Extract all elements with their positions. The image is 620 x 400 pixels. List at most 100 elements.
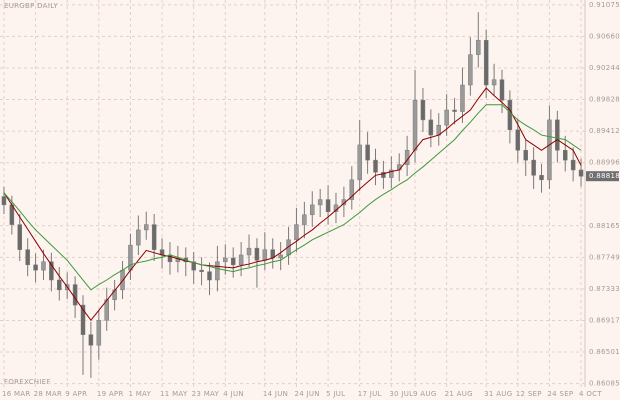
candle-body [531,159,536,176]
x-tick-label: 12 SEP [516,390,542,398]
candle-body [476,39,481,55]
y-tick-label: 0.87749 [589,253,620,261]
candle-body [17,224,23,250]
x-tick-label: 24 JUN [294,390,319,398]
x-tick-label: 1 MAY [128,390,151,398]
y-tick-label: 0.91075 [589,1,620,9]
candle-body [230,257,236,266]
candle-body [373,159,378,173]
candle-body [88,334,94,346]
candle-body [444,109,449,126]
x-tick-label: 16 MAR [2,390,31,398]
y-tick-label: 0.86917 [589,316,620,324]
candle-body [57,279,62,291]
candle-body [254,247,260,261]
candle-body [483,39,489,86]
candle-body [238,254,244,266]
moving-average-line [3,104,582,291]
candle-body [175,257,181,263]
candle-body [389,169,394,178]
x-tick-label: 9 APR [65,390,87,398]
candle-body [96,319,102,346]
candle-body [460,84,465,112]
y-tick-label: 0.90244 [589,64,620,72]
candle-body [1,196,7,206]
candle-body [570,159,576,171]
candle-body [555,119,560,151]
x-tick-label: 19 APR [97,390,124,398]
y-tick-label: 0.88165 [589,222,620,230]
candle-body [136,229,141,246]
candle-body [523,149,528,161]
candle-body [246,247,252,256]
candle-body [578,169,584,177]
candle-body [72,284,78,306]
x-tick-label: 5 JUL [326,390,345,398]
candle-body [262,249,268,261]
candle-body [33,264,38,271]
y-tick-label: 0.89828 [589,96,620,104]
candle-body [25,249,30,266]
x-tick-label: 31 AUG [484,390,512,398]
candle-body [515,129,521,151]
last-price-label: 0.88818 [589,172,620,180]
candle-body [278,254,283,259]
candle-body [294,224,299,241]
candle-body [357,144,362,181]
candle-body [562,149,568,161]
candle-body [420,99,426,121]
y-tick-label: 0.88996 [589,159,620,167]
candle-body [128,244,133,271]
x-tick-label: 9 AUG [413,390,437,398]
candle-body [199,269,204,272]
candle-body [381,172,386,178]
candle-body [191,261,196,271]
candle-body [547,119,552,181]
candle-body [507,99,513,131]
candle-body [539,175,544,181]
x-tick-label: 11 MAY [160,390,188,398]
y-tick-label: 0.86501 [589,348,620,356]
candle-body [151,224,157,250]
candle-body [428,119,434,136]
plot [1,12,584,378]
x-tick-label: 21 AUG [445,390,473,398]
x-tick-label: 14 JUN [263,390,288,398]
x-tick-label: 4 JUN [223,390,244,398]
y-tick-label: 0.89412 [589,127,620,135]
x-tick-label: 28 MAR [34,390,63,398]
candle-body [223,257,228,263]
x-tick-label: 24 SEP [547,390,573,398]
x-tick-label: 30 JUL [389,390,413,398]
candle-body [491,79,497,86]
watermark: FOREXCHIEF [4,378,51,386]
moving-average-line [3,87,582,322]
candle-body [412,99,418,151]
candle-body [317,199,323,206]
candle-body [144,224,149,231]
candle-body [207,271,212,281]
x-tick-label: 23 MAY [192,390,220,398]
candle-body [468,54,473,86]
chart-title: EURGBP DAILY [4,2,58,10]
last-price-box [586,171,619,182]
candle-body [49,261,54,281]
candle-body [499,79,505,101]
x-tick-label: 4 OCT [579,390,602,398]
x-tick-label: 17 JUL [358,390,382,398]
candle-body [215,261,220,281]
candle-body [41,261,46,271]
candle-body [310,204,315,215]
candle-body [80,304,86,335]
candle-body [349,179,355,200]
candle-body [452,109,457,112]
candle-body [365,144,370,161]
y-tick-label: 0.90660 [589,32,620,40]
candle-body [325,199,331,212]
candle-body [302,214,307,225]
y-tick-label: 0.87333 [589,285,620,293]
y-tick-label: 0.86085 [589,380,620,388]
